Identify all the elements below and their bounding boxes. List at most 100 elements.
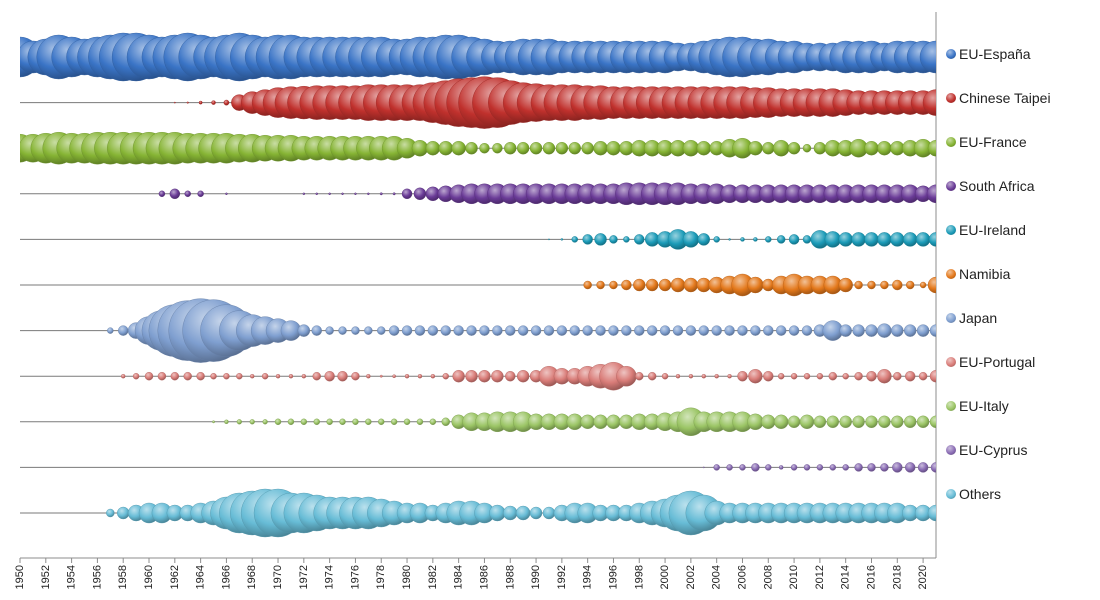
bubble	[864, 232, 879, 247]
bubble	[606, 414, 621, 429]
legend-label: Chinese Taipei	[959, 90, 1051, 106]
bubble	[569, 325, 580, 336]
bubble	[351, 326, 360, 335]
bubble	[595, 325, 606, 336]
bubble	[852, 415, 865, 428]
bubble	[765, 236, 772, 243]
bubble	[893, 372, 902, 381]
bubble	[890, 232, 905, 247]
bubble	[556, 325, 568, 336]
bubble	[616, 366, 637, 387]
bubble	[416, 418, 424, 425]
x-tick-label: 2008	[762, 565, 774, 589]
bubble	[880, 280, 889, 290]
legend-swatch	[946, 225, 956, 235]
x-tick-label: 2002	[685, 565, 697, 589]
bubble	[922, 89, 936, 116]
bubble	[504, 141, 517, 155]
bubble	[326, 418, 333, 425]
legend-item: EU-Portugal	[946, 340, 1096, 384]
bubble	[776, 235, 786, 244]
legend-label: EU-Ireland	[959, 222, 1026, 238]
bubble	[503, 505, 518, 521]
bubble	[927, 276, 936, 294]
bubble	[324, 371, 335, 382]
bubble	[737, 371, 748, 382]
bubble	[287, 418, 295, 425]
bubble	[854, 280, 863, 290]
bubble	[915, 232, 931, 247]
bubble	[414, 325, 426, 336]
bubble	[465, 370, 478, 383]
x-tick-label: 2018	[891, 565, 903, 589]
bubble	[566, 413, 583, 430]
x-tick-label: 2000	[659, 565, 671, 589]
bubble	[748, 369, 763, 384]
series-eu-espa-a	[20, 32, 936, 82]
bubble	[748, 140, 763, 156]
bubble	[325, 326, 334, 335]
bubble	[751, 463, 760, 472]
bubble	[851, 232, 866, 247]
bubble	[466, 325, 477, 336]
bubble	[144, 372, 154, 381]
legend-label: EU-Italy	[959, 398, 1009, 414]
bubble	[787, 415, 801, 428]
bubble	[635, 372, 644, 381]
bubble	[711, 325, 722, 336]
bubble	[926, 184, 936, 203]
bubble	[777, 373, 785, 380]
bubble	[867, 463, 876, 472]
bubble	[354, 192, 357, 196]
x-tick-label: 1998	[633, 565, 645, 589]
bubble	[891, 324, 904, 337]
bubble	[724, 325, 735, 336]
bubble	[802, 143, 812, 153]
bubble	[747, 276, 764, 294]
bubble	[929, 370, 936, 383]
bubble	[739, 464, 746, 471]
bubble	[661, 373, 669, 380]
bubble	[401, 188, 413, 200]
bubble	[682, 139, 700, 157]
bubble	[880, 463, 889, 472]
bubble	[543, 325, 555, 336]
bubble	[196, 372, 205, 381]
legend-swatch	[946, 401, 956, 411]
bubble	[765, 464, 772, 471]
x-tick-label: 1978	[375, 565, 387, 589]
bubble	[427, 325, 439, 336]
bubble	[571, 236, 578, 243]
legend-label: EU-Portugal	[959, 354, 1036, 370]
bubble	[787, 141, 801, 155]
bubble	[236, 373, 243, 380]
bubble	[211, 100, 216, 105]
bubble	[903, 324, 917, 337]
legend-label: Namibia	[959, 266, 1011, 282]
bubble	[646, 325, 658, 336]
bubble	[593, 140, 608, 156]
legend-item: EU-Italy	[946, 384, 1096, 428]
bubble	[440, 325, 451, 336]
x-tick-label: 1990	[530, 565, 542, 589]
bubble	[132, 373, 140, 380]
bubble	[442, 373, 449, 380]
bubble	[864, 140, 879, 156]
bubble	[301, 374, 307, 379]
bubble	[411, 139, 429, 157]
bubble	[659, 325, 671, 336]
x-tick-label: 1960	[143, 565, 155, 589]
bubble	[878, 415, 891, 428]
legend-label: EU-Cyprus	[959, 442, 1028, 458]
bubble	[728, 238, 731, 241]
bubble	[838, 232, 853, 247]
bubble	[580, 414, 595, 429]
bubble	[919, 281, 927, 289]
bubble	[452, 370, 465, 383]
bubble	[274, 418, 282, 425]
bubble	[645, 278, 659, 292]
bubble	[713, 236, 720, 243]
bubble	[902, 232, 918, 247]
bubble	[390, 418, 398, 425]
